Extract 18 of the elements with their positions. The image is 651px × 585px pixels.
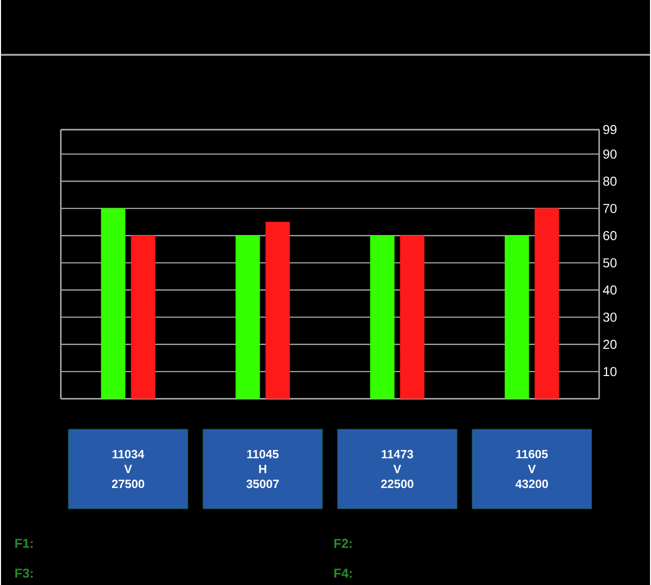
text: F3: bbox=[15, 568, 33, 578]
y-tick-label: 20 bbox=[603, 340, 617, 349]
x-tick-label: 11045 H 35007 bbox=[246, 450, 279, 488]
y-tick-label: 40 bbox=[602, 285, 617, 294]
x-tick-label: 11605 V 43200 bbox=[515, 450, 548, 488]
y-tick-label: 70 bbox=[603, 204, 617, 213]
text: F4: bbox=[334, 568, 352, 578]
text: F1: bbox=[15, 538, 33, 548]
y-tick-label: 99 bbox=[603, 124, 616, 134]
y-tick-label: 50 bbox=[603, 258, 617, 268]
y-tick-label: 60 bbox=[603, 230, 617, 240]
y-tick-label: 10 bbox=[604, 366, 617, 376]
text: F2: bbox=[334, 538, 352, 548]
y-tick-label: 90 bbox=[603, 149, 617, 159]
x-tick-label: 11034 V 27500 bbox=[112, 450, 144, 488]
y-tick-label: 80 bbox=[603, 176, 617, 186]
y-tick-label: 30 bbox=[603, 312, 617, 322]
x-tick-label: 11473 V 22500 bbox=[381, 450, 414, 488]
